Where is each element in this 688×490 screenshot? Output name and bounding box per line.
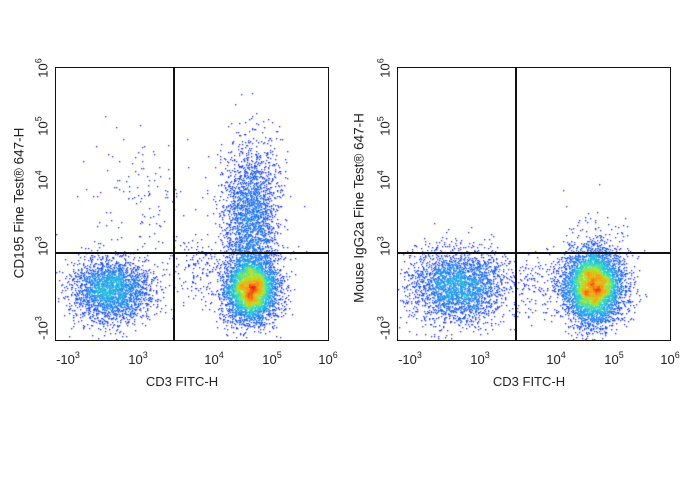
x-tick-neg1e3: -103 <box>56 350 80 367</box>
y-tick-neg1e3: -103 <box>375 316 393 340</box>
y-axis-label: Mouse IgG2a Fine Test® 647-H <box>351 113 367 303</box>
scatter-plot-area <box>55 67 329 341</box>
x-tick-1e4: 104 <box>546 350 566 367</box>
x-tick-1e3: 103 <box>128 350 148 367</box>
y-tick-1e4: 104 <box>33 170 51 190</box>
x-tick-1e3: 103 <box>470 350 490 367</box>
density-dots <box>398 68 670 340</box>
x-tick-1e6: 106 <box>660 350 680 367</box>
x-tick-neg1e3: -103 <box>398 350 422 367</box>
y-tick-1e6: 106 <box>33 58 51 78</box>
y-tick-1e5: 105 <box>375 116 393 136</box>
y-axis-label: CD195 Fine Test® 647-H <box>11 127 27 279</box>
y-tick-1e4: 104 <box>375 170 393 190</box>
x-tick-1e5: 105 <box>604 350 624 367</box>
x-tick-1e4: 104 <box>204 350 224 367</box>
y-tick-neg1e3: -103 <box>33 316 51 340</box>
plot-panel-cd195: CD195 Fine Test® 647-H 106 105 104 103 -… <box>11 58 338 389</box>
x-axis-label: CD3 FITC-H <box>492 374 566 389</box>
x-tick-1e5: 105 <box>262 350 282 367</box>
y-tick-1e5: 105 <box>33 116 51 136</box>
plot-panel-isotype: Mouse IgG2a Fine Test® 647-H 106 105 104… <box>344 0 688 490</box>
scatter-plot-area <box>397 67 671 341</box>
quadrant-gate-vertical <box>173 68 175 340</box>
x-axis-label: CD3 FITC-H <box>145 374 219 389</box>
quadrant-gate-vertical <box>515 68 517 340</box>
y-tick-1e6: 106 <box>375 58 393 78</box>
y-tick-1e3: 103 <box>33 236 51 256</box>
y-tick-1e3: 103 <box>375 236 393 256</box>
density-dots <box>56 68 328 340</box>
quadrant-gate-horizontal <box>56 252 328 254</box>
quadrant-gate-horizontal <box>398 252 670 254</box>
x-tick-1e6: 106 <box>318 350 338 367</box>
